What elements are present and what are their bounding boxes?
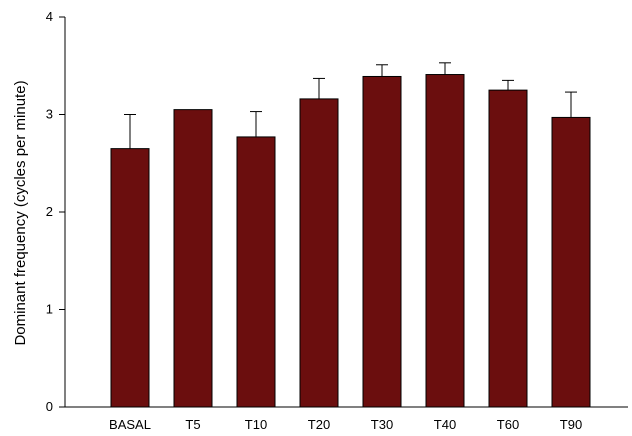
x-tick-label: T30 bbox=[371, 417, 393, 432]
x-tick-label: T40 bbox=[434, 417, 456, 432]
y-tick-label: 3 bbox=[46, 107, 53, 122]
x-tick-label: T60 bbox=[497, 417, 519, 432]
x-tick-label: BASAL bbox=[109, 417, 151, 432]
bars bbox=[110, 74, 591, 408]
x-axis: BASAL T5 T10 T20 T30 T40 T60 T90 bbox=[65, 406, 628, 432]
bar-t5 bbox=[173, 109, 213, 408]
x-tick-label: T90 bbox=[560, 417, 582, 432]
bar-basal bbox=[110, 148, 150, 408]
bar-t10 bbox=[236, 136, 276, 408]
bar-t90 bbox=[551, 116, 591, 408]
y-tick-label: 0 bbox=[46, 399, 53, 414]
y-tick-label: 1 bbox=[46, 302, 53, 317]
x-tick-label: T20 bbox=[308, 417, 330, 432]
x-tick-label: T5 bbox=[185, 417, 200, 432]
y-tick-label: 2 bbox=[46, 204, 53, 219]
x-tick-label: T10 bbox=[245, 417, 267, 432]
error-bars bbox=[124, 62, 577, 149]
bar-t60 bbox=[488, 89, 528, 408]
bar-t40 bbox=[425, 74, 465, 408]
y-axis: 0 1 2 3 4 bbox=[46, 9, 66, 414]
bar-t20 bbox=[299, 98, 339, 408]
y-tick-label: 4 bbox=[46, 9, 53, 24]
bar-t30 bbox=[362, 75, 402, 408]
y-axis-title: Dominant frequency (cycles per minute) bbox=[12, 80, 29, 345]
